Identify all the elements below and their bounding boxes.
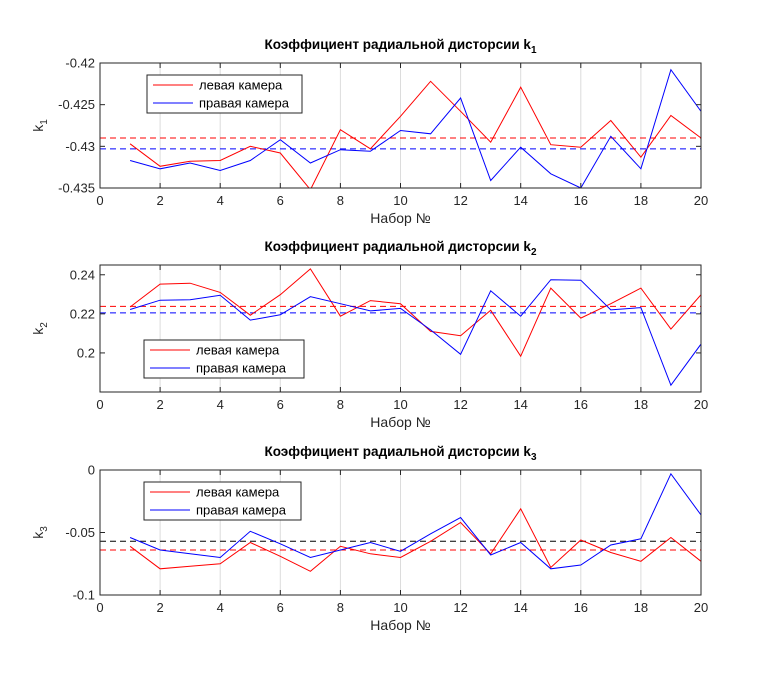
chart-title: Коэффициент радиальной дисторсии k1	[265, 37, 537, 56]
x-axis-label: Набор №	[370, 617, 430, 633]
chart-title: Коэффициент радиальной дисторсии k3	[265, 444, 537, 463]
y-tick-label: -0.05	[65, 525, 95, 540]
x-tick-label: 0	[96, 397, 103, 412]
x-tick-label: 4	[217, 193, 224, 208]
x-tick-label: 12	[453, 193, 467, 208]
x-tick-label: 16	[574, 193, 588, 208]
x-tick-label: 12	[453, 397, 467, 412]
x-tick-label: 12	[453, 600, 467, 615]
x-tick-label: 14	[513, 397, 527, 412]
x-tick-label: 2	[156, 600, 163, 615]
chart-panel-1: 0 2 4 6 8 10 12 14 16 18 20 -0.435 -0.43 -0.425 -0.42 К…	[30, 37, 708, 226]
x-tick-label: 6	[277, 193, 284, 208]
y-axis-label: k2	[30, 322, 50, 335]
x-tick-label: 16	[574, 397, 588, 412]
series-line-left-camera	[129, 507, 701, 572]
x-tick-label: 6	[277, 397, 284, 412]
data-layer	[100, 68, 701, 188]
x-tick-label: 8	[337, 397, 344, 412]
y-tick-label: -0.42	[65, 56, 95, 71]
y-tick-label: -0.1	[73, 588, 95, 603]
chart-title: Коэффициент радиальной дисторсии k2	[265, 239, 537, 258]
legend: левая камера правая камера	[143, 481, 302, 521]
x-tick-label: 20	[694, 193, 708, 208]
series-line-right-camera	[129, 279, 701, 387]
series-line-left-camera	[129, 268, 701, 358]
x-tick-label: 0	[96, 600, 103, 615]
x-tick-label: 14	[513, 600, 527, 615]
chart-panel-2: 0 2 4 6 8 10 12 14 16 18 20 0.2 0.22 0.24 Коэффициент …	[30, 239, 708, 430]
legend: левая камера правая камера	[143, 339, 305, 379]
data-layer	[100, 472, 701, 572]
legend-label: правая камера	[199, 96, 290, 111]
x-tick-label: 18	[634, 397, 648, 412]
x-tick-label: 8	[337, 193, 344, 208]
x-axis-label: Набор №	[370, 210, 430, 226]
y-tick-label: -0.425	[58, 97, 95, 112]
x-tick-label: 10	[393, 193, 407, 208]
legend-label: правая камера	[196, 361, 287, 376]
x-tick-label: 4	[217, 600, 224, 615]
y-axis-label: k1	[30, 119, 50, 132]
series-line-right-camera	[129, 68, 701, 188]
series-line-left-camera	[129, 80, 701, 188]
x-tick-label: 20	[694, 600, 708, 615]
x-tick-label: 14	[513, 193, 527, 208]
chart-panel-3: 0 2 4 6 8 10 12 14 16 18 20 -0.1 -0.05 0 Коэффициент р…	[30, 444, 708, 633]
x-tick-label: 2	[156, 193, 163, 208]
y-tick-label: 0	[88, 463, 95, 478]
y-tick-label: 0.2	[77, 345, 95, 360]
legend: левая камера правая камера	[146, 74, 303, 114]
x-tick-label: 8	[337, 600, 344, 615]
legend-label: левая камера	[199, 78, 283, 93]
x-tick-label: 18	[634, 600, 648, 615]
legend-box	[143, 339, 305, 379]
y-tick-label: 0.22	[70, 306, 95, 321]
x-tick-label: 16	[574, 600, 588, 615]
y-tick-label: -0.43	[65, 139, 95, 154]
y-tick-label: -0.435	[58, 181, 95, 196]
x-tick-label: 0	[96, 193, 103, 208]
x-tick-label: 18	[634, 193, 648, 208]
data-layer	[100, 268, 701, 387]
x-tick-label: 20	[694, 397, 708, 412]
legend-label: правая камера	[196, 503, 287, 518]
x-tick-label: 4	[217, 397, 224, 412]
legend-label: левая камера	[196, 343, 280, 358]
y-axis-label: k3	[30, 526, 50, 539]
x-tick-label: 2	[156, 397, 163, 412]
y-tick-label: 0.24	[70, 267, 95, 282]
x-tick-label: 10	[393, 600, 407, 615]
series-line-right-camera	[129, 472, 701, 570]
legend-label: левая камера	[196, 485, 280, 500]
x-axis-label: Набор №	[370, 414, 430, 430]
legend-box	[146, 74, 303, 114]
x-tick-label: 10	[393, 397, 407, 412]
legend-box	[143, 481, 302, 521]
x-tick-label: 6	[277, 600, 284, 615]
